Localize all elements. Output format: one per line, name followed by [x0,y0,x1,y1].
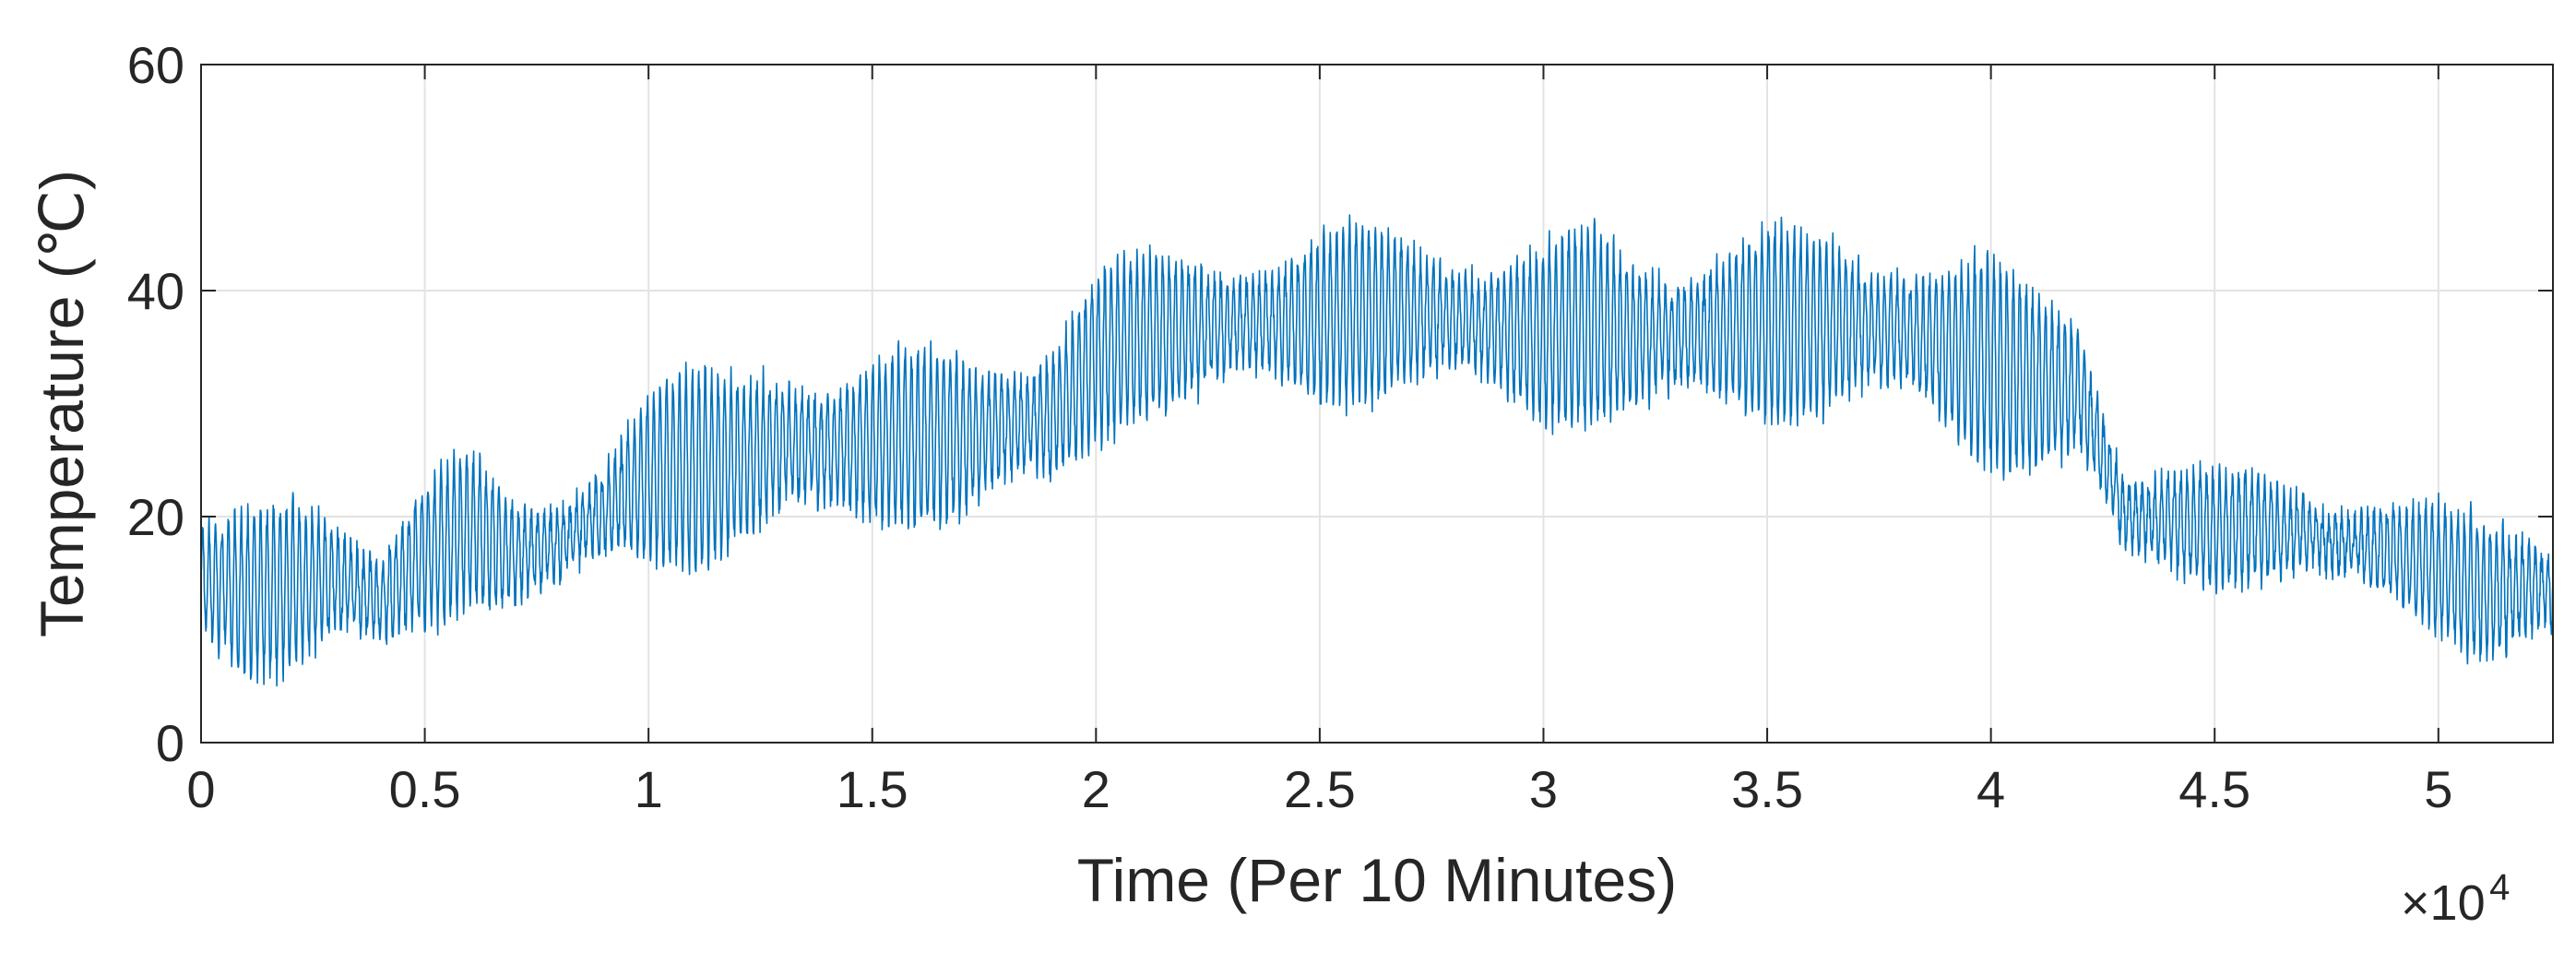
x-tick-label: 2.5 [1284,760,1356,818]
x-tick-label: 1 [635,760,663,818]
tick-layer: 0 0.5 1 1.5 2 2.5 3 3.5 4 4.5 5 0 20 40 60 [127,36,2553,818]
y-tick-label: 40 [127,262,184,320]
x-multiplier-exponent: 4 [2489,867,2510,908]
x-tick-label: 2 [1082,760,1110,818]
x-tick-label: 0 [186,760,215,818]
x-tick-label: 0.5 [389,760,461,818]
temperature-series-line [200,214,2554,687]
y-axis-label: Temperature (℃) [28,170,96,637]
x-tick-label: 3.5 [1731,760,1803,818]
data-layer [200,214,2554,687]
x-tick-label: 4.5 [2178,760,2250,818]
x-multiplier-base: ×10 [2401,875,2486,931]
y-tick-label: 60 [127,36,184,94]
x-tick-label: 5 [2424,760,2452,818]
x-tick-label: 4 [1977,760,2005,818]
x-tick-label: 1.5 [837,760,908,818]
y-tick-label: 20 [127,488,184,546]
plot-frame [200,64,2554,744]
y-tick-label: 0 [156,714,184,772]
x-tick-label: 3 [1529,760,1558,818]
x-axis-label: Time (Per 10 Minutes) [1077,846,1677,914]
x-axis-multiplier: ×10 4 [2401,867,2510,931]
